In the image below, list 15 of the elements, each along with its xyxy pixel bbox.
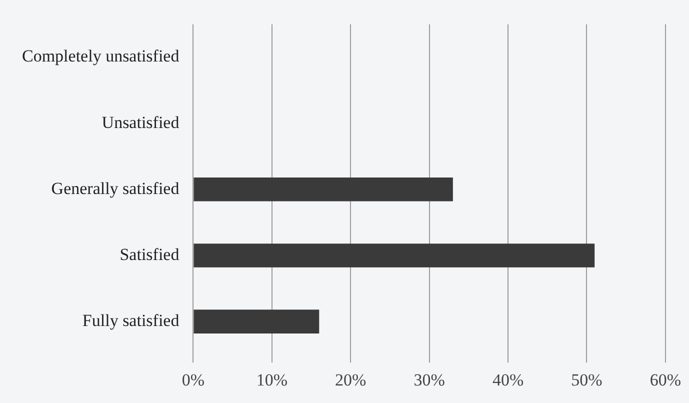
- x-tick-label: 50%: [571, 370, 602, 390]
- x-tick-label: 20%: [335, 370, 366, 390]
- x-tick-label: 0%: [182, 370, 205, 390]
- y-tick-label: Completely unsatisfied: [22, 46, 180, 66]
- bar: [194, 178, 453, 202]
- x-tick-label: 10%: [256, 370, 288, 390]
- x-tick-label: 40%: [492, 370, 524, 390]
- x-tick-label: 30%: [414, 370, 445, 390]
- y-tick-label: Fully satisfied: [82, 311, 180, 330]
- bar: [194, 244, 595, 268]
- y-tick-label: Generally satisfied: [51, 178, 180, 198]
- bar: [194, 310, 320, 334]
- x-tick-label: 60%: [650, 370, 682, 390]
- y-tick-label: Unsatisfied: [102, 112, 180, 132]
- y-tick-label: Satisfied: [120, 244, 180, 264]
